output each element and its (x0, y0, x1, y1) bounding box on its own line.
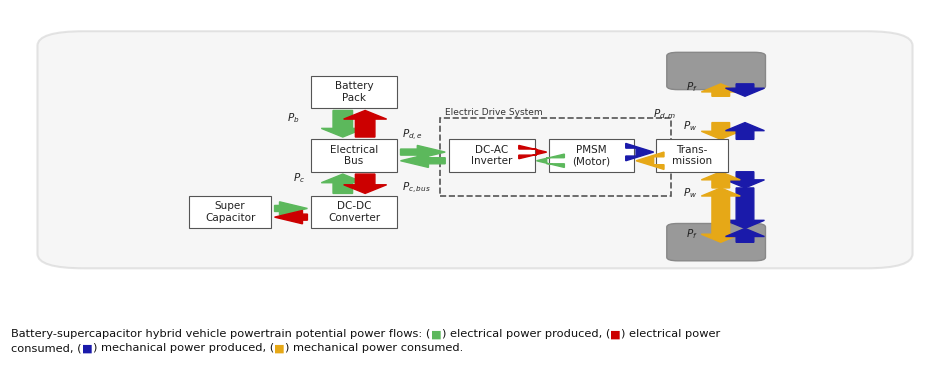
Text: ■: ■ (610, 329, 620, 339)
FancyArrow shape (701, 172, 740, 188)
Text: $P_b$: $P_b$ (288, 111, 300, 125)
FancyArrow shape (321, 174, 364, 193)
FancyArrow shape (636, 152, 664, 169)
Text: ) electrical power: ) electrical power (620, 329, 720, 339)
Bar (548, 139, 635, 172)
FancyArrow shape (401, 145, 446, 159)
Bar (312, 196, 397, 228)
Text: consumed, (: consumed, ( (11, 343, 82, 353)
Bar (449, 139, 535, 172)
Text: Super
Capacitor: Super Capacitor (205, 201, 256, 223)
FancyArrow shape (701, 228, 740, 242)
Text: $P_{d,e}$: $P_{d,e}$ (403, 128, 423, 143)
FancyArrow shape (344, 174, 387, 193)
FancyArrow shape (726, 123, 765, 139)
FancyBboxPatch shape (667, 52, 766, 90)
Text: PMSM
(Motor): PMSM (Motor) (572, 145, 611, 167)
FancyArrow shape (321, 111, 364, 137)
FancyArrow shape (726, 188, 765, 228)
FancyArrow shape (519, 145, 546, 159)
Text: $P_{d,m}$: $P_{d,m}$ (653, 108, 676, 123)
Text: $P_w$: $P_w$ (683, 120, 697, 133)
FancyArrow shape (726, 228, 765, 242)
Text: ■: ■ (274, 343, 285, 353)
Bar (189, 196, 271, 228)
Text: ■: ■ (430, 329, 442, 339)
FancyArrow shape (701, 123, 740, 139)
Text: ■: ■ (82, 343, 93, 353)
Text: $P_c$: $P_c$ (294, 171, 306, 185)
Text: Battery-supercapacitor hybrid vehicle powertrain potential power flows: (: Battery-supercapacitor hybrid vehicle po… (11, 329, 430, 339)
Text: Electric Drive System: Electric Drive System (446, 108, 542, 117)
Bar (440, 118, 671, 196)
Text: $P_{c,bus}$: $P_{c,bus}$ (403, 181, 431, 196)
Text: Electrical
Bus: Electrical Bus (330, 145, 378, 167)
FancyArrow shape (401, 154, 446, 167)
Text: DC-DC
Converter: DC-DC Converter (328, 201, 380, 223)
Text: DC-AC
Inverter: DC-AC Inverter (471, 145, 512, 167)
Bar (312, 139, 397, 172)
Text: ) mechanical power consumed.: ) mechanical power consumed. (285, 343, 463, 353)
Text: ) electrical power produced, (: ) electrical power produced, ( (442, 329, 610, 339)
FancyArrow shape (726, 172, 765, 188)
Text: Battery
Pack: Battery Pack (334, 81, 373, 103)
FancyArrow shape (701, 188, 740, 228)
Text: Trans-
mission: Trans- mission (672, 145, 712, 167)
FancyArrow shape (726, 84, 765, 96)
Bar (656, 139, 729, 172)
Bar (312, 76, 397, 108)
FancyBboxPatch shape (37, 31, 913, 268)
FancyBboxPatch shape (667, 224, 766, 261)
Text: $P_f$: $P_f$ (686, 81, 697, 94)
FancyArrow shape (275, 210, 308, 224)
FancyArrow shape (537, 154, 564, 167)
FancyArrow shape (701, 84, 740, 96)
FancyArrow shape (275, 202, 308, 215)
Text: ) mechanical power produced, (: ) mechanical power produced, ( (93, 343, 274, 353)
Text: $P_f$: $P_f$ (686, 227, 697, 241)
FancyArrow shape (626, 143, 654, 161)
Text: $P_w$: $P_w$ (683, 186, 697, 200)
FancyArrow shape (344, 111, 387, 137)
